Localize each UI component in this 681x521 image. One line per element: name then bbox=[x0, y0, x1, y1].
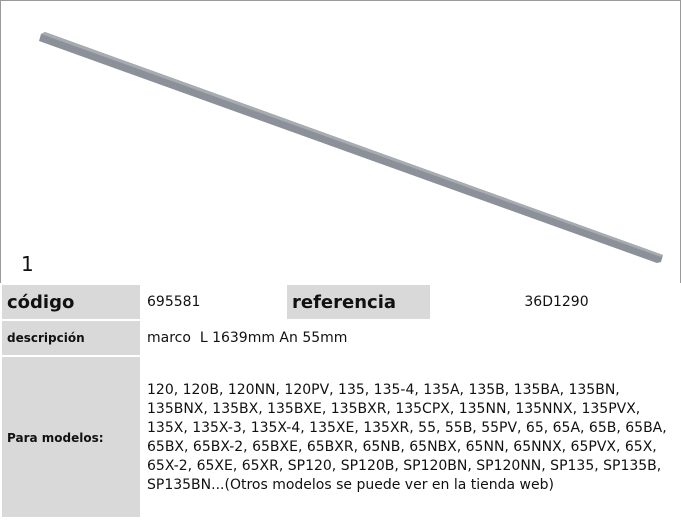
value-cell: 120, 120B, 120NN, 120PV, 135, 135-4, 135… bbox=[140, 355, 681, 519]
product-image: 1 bbox=[0, 0, 681, 283]
label-cell: referencia bbox=[285, 283, 432, 321]
profile-highlight bbox=[41, 32, 663, 257]
value-cell: marco L 1639mm An 55mm bbox=[140, 319, 681, 357]
product-illustration bbox=[39, 32, 663, 263]
label-cell: descripción bbox=[0, 319, 142, 357]
image-label: 1 bbox=[21, 252, 34, 276]
profile-strip bbox=[39, 32, 663, 263]
spec-table: código 695581 referencia 36D1290 descrip… bbox=[0, 283, 681, 519]
label-cell: Para modelos: bbox=[0, 355, 142, 519]
value-cell: 695581 bbox=[140, 283, 287, 321]
value-cell: 36D1290 bbox=[430, 283, 681, 321]
spec-row: descripción marco L 1639mm An 55mm bbox=[0, 319, 681, 357]
spec-row: Para modelos: 120, 120B, 120NN, 120PV, 1… bbox=[0, 355, 681, 519]
label-cell: código bbox=[0, 283, 142, 321]
spec-row: código 695581 referencia 36D1290 bbox=[0, 283, 681, 321]
